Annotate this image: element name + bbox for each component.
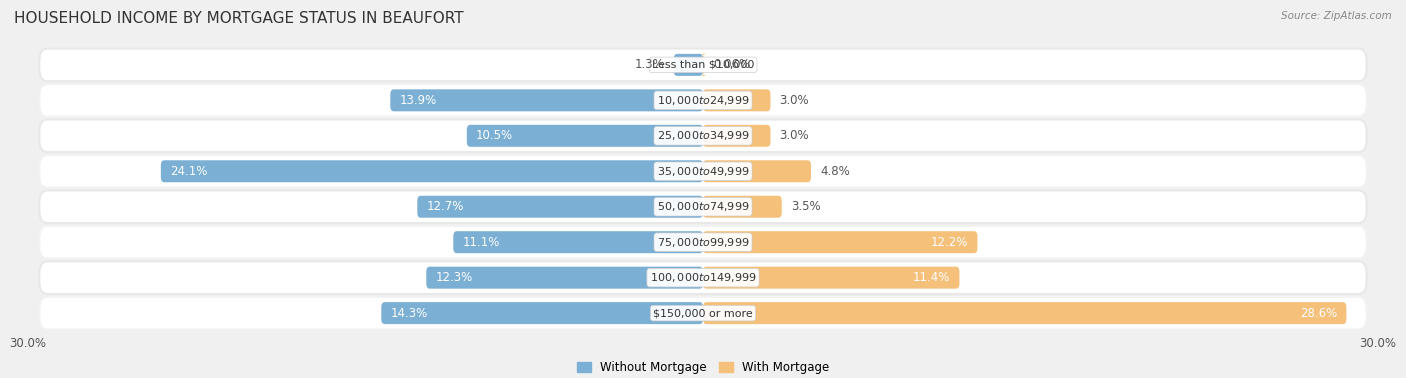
Text: 3.0%: 3.0% [779, 94, 808, 107]
Text: 3.5%: 3.5% [790, 200, 820, 213]
FancyBboxPatch shape [702, 54, 706, 76]
FancyBboxPatch shape [703, 302, 1347, 324]
Text: 12.7%: 12.7% [426, 200, 464, 213]
Text: 0.06%: 0.06% [713, 58, 751, 71]
FancyBboxPatch shape [703, 196, 782, 218]
Text: Less than $10,000: Less than $10,000 [652, 60, 754, 70]
FancyBboxPatch shape [39, 119, 1367, 152]
Text: Source: ZipAtlas.com: Source: ZipAtlas.com [1281, 11, 1392, 21]
FancyBboxPatch shape [426, 266, 703, 289]
FancyBboxPatch shape [391, 89, 703, 112]
Text: $50,000 to $74,999: $50,000 to $74,999 [657, 200, 749, 213]
Text: 3.0%: 3.0% [779, 129, 808, 142]
Text: HOUSEHOLD INCOME BY MORTGAGE STATUS IN BEAUFORT: HOUSEHOLD INCOME BY MORTGAGE STATUS IN B… [14, 11, 464, 26]
FancyBboxPatch shape [39, 155, 1367, 187]
Text: 12.2%: 12.2% [931, 236, 969, 249]
FancyBboxPatch shape [381, 302, 703, 324]
FancyBboxPatch shape [39, 226, 1367, 259]
FancyBboxPatch shape [703, 160, 811, 182]
Text: 11.1%: 11.1% [463, 236, 499, 249]
FancyBboxPatch shape [703, 231, 977, 253]
FancyBboxPatch shape [39, 261, 1367, 294]
FancyBboxPatch shape [160, 160, 703, 182]
FancyBboxPatch shape [703, 125, 770, 147]
FancyBboxPatch shape [673, 54, 703, 76]
Legend: Without Mortgage, With Mortgage: Without Mortgage, With Mortgage [572, 356, 834, 378]
FancyBboxPatch shape [467, 125, 703, 147]
FancyBboxPatch shape [39, 297, 1367, 330]
FancyBboxPatch shape [703, 266, 959, 289]
Text: 4.8%: 4.8% [820, 165, 849, 178]
Text: 12.3%: 12.3% [436, 271, 472, 284]
Text: 14.3%: 14.3% [391, 307, 427, 320]
Text: 11.4%: 11.4% [912, 271, 950, 284]
Text: $25,000 to $34,999: $25,000 to $34,999 [657, 129, 749, 142]
FancyBboxPatch shape [453, 231, 703, 253]
Text: $150,000 or more: $150,000 or more [654, 308, 752, 318]
FancyBboxPatch shape [39, 48, 1367, 81]
FancyBboxPatch shape [703, 89, 770, 112]
Text: $10,000 to $24,999: $10,000 to $24,999 [657, 94, 749, 107]
Text: $75,000 to $99,999: $75,000 to $99,999 [657, 236, 749, 249]
Text: 24.1%: 24.1% [170, 165, 207, 178]
FancyBboxPatch shape [39, 84, 1367, 117]
FancyBboxPatch shape [418, 196, 703, 218]
FancyBboxPatch shape [39, 191, 1367, 223]
Text: $100,000 to $149,999: $100,000 to $149,999 [650, 271, 756, 284]
Text: 28.6%: 28.6% [1301, 307, 1337, 320]
Text: 10.5%: 10.5% [475, 129, 513, 142]
Text: 1.3%: 1.3% [636, 58, 665, 71]
Text: $35,000 to $49,999: $35,000 to $49,999 [657, 165, 749, 178]
Text: 13.9%: 13.9% [399, 94, 436, 107]
